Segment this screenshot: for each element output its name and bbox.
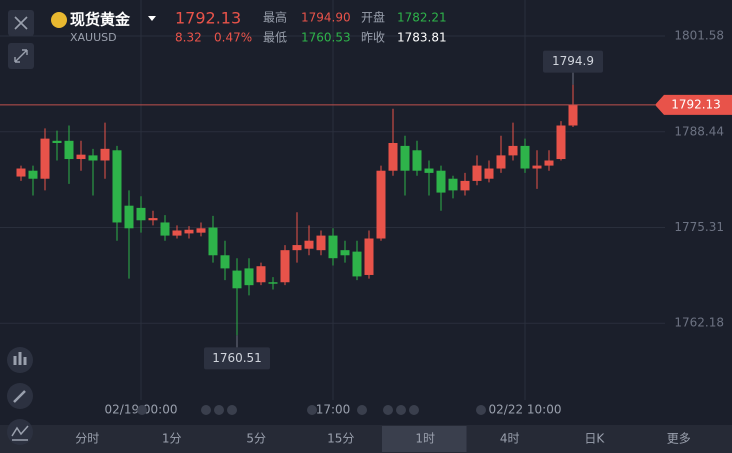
candle-body (544, 160, 554, 166)
candle-body (220, 255, 230, 269)
candle-body (136, 207, 146, 221)
y-tick-label: 1788.44 (674, 124, 724, 138)
high-callout-box (543, 50, 603, 73)
candle-body (88, 155, 98, 161)
tab-bar (0, 425, 732, 453)
close-icon (14, 16, 28, 30)
stat-value: 1783.81 (397, 31, 447, 45)
price: 1792.13 (175, 9, 241, 28)
x-tick-label: 02/22 10:00 (489, 403, 562, 417)
candle-body (64, 140, 74, 160)
candle-body (16, 168, 26, 177)
candle-body (508, 145, 518, 156)
candle-body (556, 125, 566, 160)
stat-label: 最高 (263, 10, 287, 25)
candle-body (172, 230, 182, 236)
candle-body (484, 168, 494, 179)
candle-body (352, 251, 362, 277)
stat-label: 昨收 (361, 31, 385, 45)
stat-value: 1782.21 (397, 11, 447, 25)
candle-body (316, 235, 326, 251)
tab-label[interactable]: 更多 (667, 432, 691, 446)
candle-body (448, 178, 458, 191)
tab-label[interactable]: 1分 (162, 432, 182, 446)
tabs: 分时 1分 5分 15分 1时 4时 日K 更多 (75, 426, 691, 452)
line-icon (11, 425, 29, 441)
candle-body (256, 266, 266, 283)
tab-selected[interactable] (382, 426, 467, 452)
candle-body (472, 165, 482, 181)
candle-body (196, 228, 206, 233)
stat-value: 1794.90 (301, 11, 351, 25)
candle-body (232, 270, 242, 289)
instrument-name[interactable]: 现货黄金 (70, 11, 131, 29)
candle-body (100, 148, 110, 161)
tab-label[interactable]: 4时 (500, 432, 520, 446)
candle-body (568, 104, 578, 126)
tab-label[interactable]: 15分 (327, 432, 354, 446)
low-callout: 1760.51 (212, 351, 262, 365)
symbol: XAUUSD (70, 31, 117, 44)
candle-body (148, 218, 158, 221)
indicator-icon (13, 352, 27, 365)
candle-body (520, 145, 530, 169)
candle-body (532, 165, 542, 169)
candle-body (76, 154, 86, 160)
candle-body (28, 170, 38, 179)
candle-body (496, 155, 506, 169)
tab-label[interactable]: 分时 (75, 432, 99, 446)
price-tag (655, 94, 732, 115)
y-tick-label: 1762.18 (674, 316, 724, 330)
candle-body (124, 205, 134, 229)
y-tick-label: 1775.31 (674, 220, 724, 234)
y-tick-label: 1801.58 (674, 28, 724, 42)
candle-body (340, 250, 350, 256)
gold-icon (51, 12, 67, 28)
stat-label: 开盘 (361, 10, 385, 25)
dropdown-arrow[interactable] (148, 16, 156, 21)
change-pct: 0.47% (214, 31, 252, 45)
candle-body (208, 227, 218, 256)
expand-icon (14, 49, 28, 63)
stat-value: 1760.53 (301, 31, 351, 45)
candle-body (304, 240, 314, 249)
candle-body (280, 250, 290, 283)
candle-body (112, 150, 122, 223)
candle-body (328, 235, 338, 259)
candle-body (460, 180, 470, 191)
candle-body (412, 150, 422, 171)
candle-body (292, 245, 302, 251)
candle-body (364, 238, 374, 275)
price-tag-label: 1792.13 (671, 97, 721, 111)
scroll-dots (137, 405, 486, 415)
candle-body (160, 222, 170, 236)
x-tick-label: 17:00 (316, 403, 351, 417)
change: 8.32 (175, 31, 202, 45)
high-callout: 1794.9 (552, 54, 594, 68)
candle-body (268, 282, 278, 284)
tab-label[interactable]: 5分 (246, 432, 266, 446)
candle-body (244, 268, 254, 286)
draw-icon (13, 390, 26, 403)
candle-body (424, 168, 434, 173)
low-callout-box (204, 347, 270, 370)
tab-label[interactable]: 1时 (415, 432, 435, 446)
candle-body (400, 145, 410, 171)
candle-body (436, 170, 446, 193)
candle-body (40, 138, 50, 179)
stat-label: 最低 (263, 31, 287, 45)
candle-body (184, 229, 194, 234)
tab-label[interactable]: 日K (584, 432, 605, 446)
candle-body (52, 140, 62, 143)
candle-body (376, 170, 386, 239)
candle-body (388, 142, 398, 171)
